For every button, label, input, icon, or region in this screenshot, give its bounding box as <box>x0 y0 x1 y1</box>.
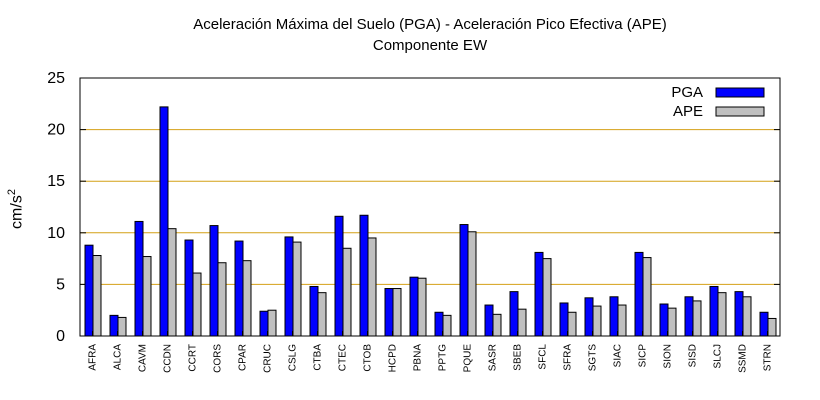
x-tick-label: CCDN <box>163 344 174 373</box>
bar-pga <box>84 244 94 337</box>
bar-ape <box>592 305 602 337</box>
x-tick-label: CAVM <box>138 344 149 372</box>
bar-ape <box>367 237 377 337</box>
x-tick-label: SICP <box>638 344 649 368</box>
bar-pga <box>459 224 469 337</box>
bar-pga <box>234 240 244 337</box>
bar-pga <box>359 214 369 337</box>
bar-ape <box>242 260 252 337</box>
x-tick-label: SFCL <box>538 344 549 370</box>
x-tick-label: PPTG <box>438 344 449 371</box>
bar-pga <box>559 302 569 337</box>
bar-pga <box>184 239 194 337</box>
x-tick-label: CTOB <box>363 344 374 372</box>
bar-pga <box>684 296 694 337</box>
bar-pga <box>259 310 269 337</box>
bar-ape <box>317 292 327 337</box>
bar-pga <box>334 215 344 337</box>
bar-ape <box>142 256 152 337</box>
bar-pga <box>734 291 744 337</box>
bar-ape <box>742 296 752 337</box>
y-tick-label: 5 <box>56 276 65 293</box>
bar-pga <box>434 311 444 337</box>
y-tick-label: 20 <box>47 122 65 139</box>
bar-ape <box>542 258 552 337</box>
x-tick-label: SIAC <box>613 344 624 367</box>
x-tick-label: SGTS <box>588 344 599 372</box>
bar-ape <box>692 300 702 337</box>
x-tick-label: CPAR <box>238 344 249 371</box>
bar-ape <box>717 292 727 337</box>
bar-pga <box>409 276 419 337</box>
bar-pga <box>709 285 719 337</box>
bar-ape <box>117 316 127 337</box>
bar-pga <box>634 251 644 337</box>
chart-title: Aceleración Máxima del Suelo (PGA) - Ace… <box>193 16 667 33</box>
bar-ape <box>442 314 452 337</box>
bar-ape <box>267 309 277 337</box>
bar-ape <box>617 304 627 337</box>
x-tick-label: SISD <box>688 344 699 367</box>
bar-pga <box>134 220 144 337</box>
x-tick-label: AFRA <box>88 344 99 371</box>
x-tick-label: SLCJ <box>713 344 724 368</box>
x-tick-label: SBEB <box>513 344 524 371</box>
bar-pga <box>309 285 319 337</box>
x-tick-label: ALCA <box>113 344 124 370</box>
x-tick-label: STRN <box>763 344 774 371</box>
x-tick-label: SFRA <box>563 344 574 371</box>
legend-label-pga: PGA <box>671 84 703 101</box>
y-tick-label: 15 <box>47 173 65 190</box>
y-tick-label: 10 <box>47 225 65 242</box>
bar-pga <box>484 304 494 337</box>
chart-subtitle: Componente EW <box>372 37 488 54</box>
x-tick-label: CTBA <box>313 344 324 371</box>
bar-pga <box>609 296 619 337</box>
x-tick-label: PBNA <box>413 344 424 372</box>
legend-swatch-ape <box>715 106 765 117</box>
x-tick-label: CRUC <box>263 344 274 373</box>
x-tick-label: PQUE <box>463 344 474 373</box>
x-tick-label: CTEC <box>338 344 349 371</box>
bar-ape <box>667 307 677 337</box>
bar-ape <box>417 277 427 337</box>
y-tick-label: 25 <box>47 70 65 87</box>
bar-pga <box>384 288 394 337</box>
plot-frame <box>79 77 781 337</box>
x-tick-label: CCRT <box>188 344 199 372</box>
bar-ape <box>392 288 402 337</box>
bar-ape <box>292 241 302 337</box>
bar-ape <box>192 272 202 337</box>
bar-pga <box>659 303 669 337</box>
bar-ape <box>567 311 577 337</box>
bar-pga <box>109 314 119 337</box>
x-tick-label: CORS <box>213 344 224 373</box>
x-tick-label: SASR <box>488 344 499 371</box>
bar-ape <box>517 308 527 337</box>
x-tick-label: SSMD <box>738 344 749 373</box>
bar-ape <box>92 255 102 337</box>
legend-label-ape: APE <box>673 103 703 120</box>
x-tick-label: SION <box>663 344 674 368</box>
bar-pga <box>209 225 219 337</box>
x-tick-label: HCPD <box>388 344 399 372</box>
bar-pga <box>284 236 294 337</box>
bar-ape <box>767 317 777 337</box>
bar-ape <box>642 257 652 337</box>
bar-pga <box>159 106 169 337</box>
bar-ape <box>467 231 477 337</box>
bar-pga <box>759 311 769 337</box>
bar-ape <box>492 313 502 337</box>
bar-pga <box>534 251 544 337</box>
bar-pga <box>584 297 594 337</box>
y-tick-label: 0 <box>56 328 65 345</box>
x-tick-label: CSLG <box>288 344 299 371</box>
bar-ape <box>167 228 177 337</box>
legend-swatch-pga <box>715 87 765 98</box>
bar-ape <box>342 247 352 337</box>
bar-pga <box>509 291 519 337</box>
bar-ape <box>217 262 227 337</box>
